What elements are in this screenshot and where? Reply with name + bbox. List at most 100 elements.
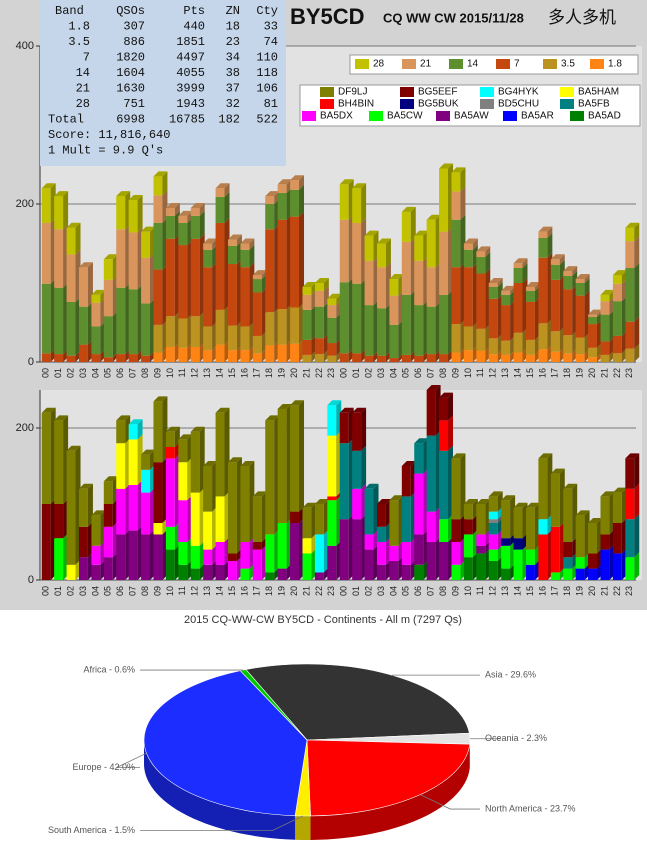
x-tick-label: 16 [239, 586, 249, 596]
bar-segment [240, 326, 250, 351]
bar-segment [240, 243, 250, 250]
bar-top [240, 461, 255, 466]
bar-top [376, 499, 391, 504]
x-tick-label: 19 [575, 586, 585, 596]
pie-label: South America - 1.5% [48, 825, 135, 835]
bar-top [476, 499, 491, 504]
bar-top [538, 226, 553, 232]
bar-segment [439, 231, 449, 295]
bar-segment [451, 191, 461, 220]
bar-depth [472, 238, 478, 250]
bar-depth [299, 175, 305, 190]
bar-segment [451, 267, 461, 325]
table-cell: 23 [226, 35, 240, 49]
bar-segment [625, 241, 635, 268]
bar-segment [41, 353, 51, 362]
bar-segment [215, 188, 225, 197]
bar-segment [178, 462, 188, 501]
bar-segment [401, 241, 411, 295]
bar-segment [54, 287, 64, 355]
bar-segment [625, 488, 635, 520]
x-tick-label: 03 [78, 368, 88, 378]
bar-segment [625, 267, 635, 322]
bar-top [625, 222, 640, 228]
bar-segment [128, 232, 138, 290]
legend-swatch [302, 111, 316, 121]
bar-segment [376, 504, 386, 527]
x-tick-label: 02 [65, 586, 75, 596]
bar-segment [66, 564, 76, 580]
x-tick-label: 22 [314, 586, 324, 596]
bar-segment [600, 301, 610, 315]
x-tick-label: 17 [550, 586, 560, 596]
x-tick-label: 21 [301, 368, 311, 378]
bar-segment [227, 264, 237, 326]
x-tick-label: 15 [227, 586, 237, 596]
table-cell: 38 [226, 66, 240, 80]
bar-segment [327, 343, 337, 356]
bar-segment [376, 542, 386, 565]
bar-segment [401, 466, 411, 497]
bar-segment [463, 519, 473, 535]
bar-depth [410, 206, 416, 242]
bar-segment [513, 549, 523, 580]
bar-segment [501, 305, 511, 341]
bar-top [376, 238, 391, 244]
bar-top [389, 274, 404, 280]
bar-top [575, 510, 590, 516]
bar-top [141, 449, 156, 455]
x-tick-label: 14 [512, 586, 522, 596]
x-tick-label: 15 [227, 368, 237, 378]
bar-segment [625, 348, 635, 362]
bar-segment [550, 572, 560, 580]
legend-swatch [590, 59, 604, 69]
bar-segment [525, 286, 535, 291]
bar-segment [538, 534, 548, 580]
bar-segment [339, 219, 349, 283]
bar-segment [91, 302, 101, 327]
bar-segment [103, 557, 113, 580]
table-header: Cty [256, 4, 278, 18]
x-tick-label: 08 [438, 368, 448, 378]
bar-segment [178, 439, 188, 463]
bar-segment [600, 354, 610, 362]
x-tick-label: 04 [388, 586, 398, 596]
legend-label: BA5DX [320, 111, 353, 122]
bar-segment [265, 345, 275, 362]
bar-segment [314, 572, 324, 580]
bar-top [426, 214, 441, 220]
bar-top [501, 495, 516, 501]
bar-top [600, 289, 615, 295]
bar-segment [190, 431, 200, 493]
x-tick-label: 16 [537, 586, 547, 596]
bar-depth [634, 343, 640, 362]
bar-segment [550, 526, 560, 573]
bar-segment [178, 500, 188, 542]
bar-segment [252, 279, 262, 293]
bar-segment [203, 549, 213, 565]
bar-segment [525, 564, 535, 580]
bar-segment [476, 251, 486, 257]
pie-slice [306, 739, 471, 817]
x-tick-label: 00 [339, 586, 349, 596]
bar-segment [451, 352, 461, 362]
x-tick-label: 05 [401, 368, 411, 378]
bar-segment [165, 215, 175, 239]
bar-segment [91, 294, 101, 303]
x-tick-label: 01 [351, 586, 361, 596]
bar-segment [141, 469, 151, 493]
x-tick-label: 03 [376, 586, 386, 596]
bar-segment [488, 534, 498, 550]
bar-segment [141, 355, 151, 362]
bar-depth [634, 236, 640, 268]
bar-depth [224, 183, 230, 197]
bar-segment [488, 549, 498, 561]
legend-label: BA5CW [387, 111, 423, 122]
bar-segment [352, 488, 362, 520]
bar-segment [612, 283, 622, 302]
bar-segment [625, 519, 635, 558]
legend-label: BA5HAM [578, 87, 619, 98]
bar-segment [277, 344, 287, 362]
bar-segment [625, 227, 635, 242]
bar-segment [78, 488, 88, 527]
